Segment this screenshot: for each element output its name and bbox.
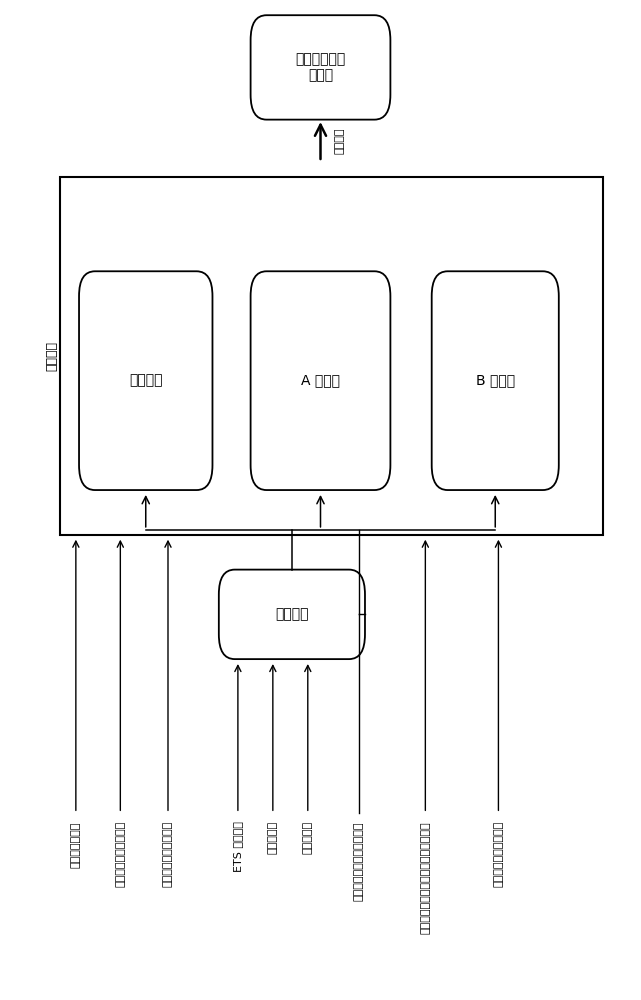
FancyBboxPatch shape xyxy=(251,15,390,120)
Text: 主汽门位置: 主汽门位置 xyxy=(268,821,278,854)
Text: 发电机并网点
断路器: 发电机并网点 断路器 xyxy=(296,52,345,83)
Text: 发电机实时功率模拟量信号: 发电机实时功率模拟量信号 xyxy=(354,821,363,901)
FancyBboxPatch shape xyxy=(251,271,390,490)
FancyBboxPatch shape xyxy=(219,570,365,659)
Text: 转速模拟量信号: 转速模拟量信号 xyxy=(71,821,81,868)
Bar xyxy=(60,177,603,535)
Text: ETS 跳闸信号: ETS 跳闸信号 xyxy=(233,821,243,872)
Text: 判断模块: 判断模块 xyxy=(275,607,309,621)
Text: 跳闸信号: 跳闸信号 xyxy=(335,127,344,154)
Text: 主蕲汽流量模拟量信号: 主蕲汽流量模拟量信号 xyxy=(494,821,503,887)
Text: B 类故障: B 类故障 xyxy=(476,374,515,388)
Text: A 类故障: A 类故障 xyxy=(301,374,340,388)
Text: 主汽门（高调门、中调调）模拟量信号: 主汽门（高调门、中调调）模拟量信号 xyxy=(420,821,430,934)
Text: 断路器位置: 断路器位置 xyxy=(303,821,313,854)
FancyBboxPatch shape xyxy=(79,271,212,490)
Text: 发电机电压模拟量信号: 发电机电压模拟量信号 xyxy=(163,821,173,887)
Text: 计算模块: 计算模块 xyxy=(46,341,59,371)
Text: 发电机电流模拟量信号: 发电机电流模拟量信号 xyxy=(115,821,126,887)
Text: 正常停机: 正常停机 xyxy=(129,374,163,388)
FancyBboxPatch shape xyxy=(431,271,559,490)
